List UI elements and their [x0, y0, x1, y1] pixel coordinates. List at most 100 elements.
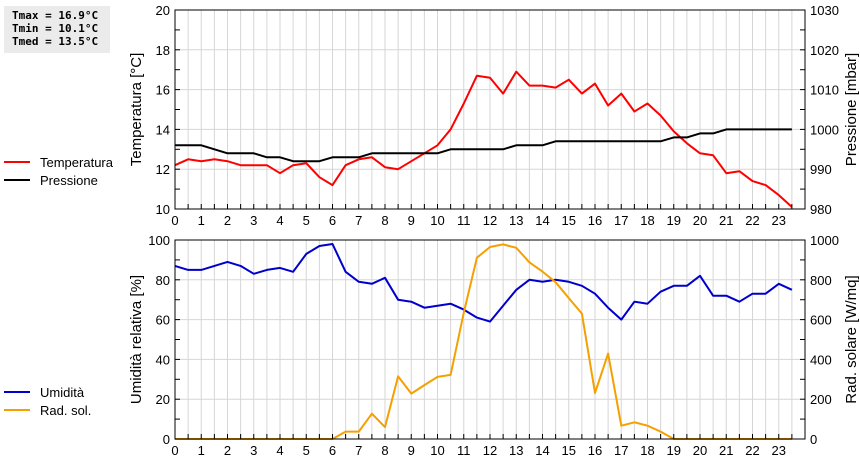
x-tick-label: 12	[483, 213, 497, 228]
x-tick-label: 11	[457, 443, 471, 458]
legend-top-chart: Temperatura Pressione	[4, 153, 113, 189]
x-tick-label: 17	[614, 213, 628, 228]
series-line-temperatura	[174, 70, 793, 208]
y-tick-label-left: 20	[156, 392, 170, 407]
x-tick-label: 14	[535, 443, 549, 458]
y-tick-label-right: 1010	[810, 83, 839, 98]
legend-label: Pressione	[40, 172, 98, 188]
x-tick-label: 13	[509, 213, 523, 228]
y-tick-label-right: 0	[810, 432, 817, 447]
legend-label: Rad. sol.	[40, 402, 92, 418]
legend-label: Temperatura	[40, 154, 113, 170]
y-tick-label-right: 800	[810, 273, 832, 288]
y-tick-label-left: 14	[156, 122, 170, 137]
legend-item-radsol: Rad. sol.	[4, 401, 91, 419]
radsol-swatch-icon	[4, 409, 30, 411]
legend-label: Umidità	[40, 384, 85, 400]
x-tick-label: 9	[408, 443, 415, 458]
temperatura-swatch-icon	[4, 161, 30, 163]
y-tick-label-right: 1000	[810, 122, 839, 137]
x-tick-label: 11	[457, 213, 471, 228]
y-tick-label-left: 0	[163, 432, 170, 447]
x-tick-label: 19	[667, 213, 681, 228]
x-tick-label: 23	[772, 443, 786, 458]
x-tick-label: 1	[198, 213, 205, 228]
x-tick-label: 2	[224, 213, 231, 228]
x-tick-label: 22	[745, 443, 759, 458]
tmin-label: Tmin = 10.1°C	[12, 22, 99, 35]
y-tick-label-right: 200	[810, 392, 832, 407]
humidity-radiation-chart: 0 1 2 3 4 5 6 7 8 9 10 11 12 13 14 15 16 17 18 19 20 21 22 2302…	[128, 233, 860, 458]
y-tick-label-left: 40	[156, 352, 170, 367]
x-tick-label: 22	[745, 213, 759, 228]
x-tick-label: 10	[430, 443, 444, 458]
y-tick-label-left: 100	[148, 233, 170, 248]
x-tick-label: 9	[408, 213, 415, 228]
y-tick-label-right: 1020	[810, 43, 839, 58]
legend-item-temperatura: Temperatura	[4, 153, 113, 171]
y-tick-label-left: 20	[156, 3, 170, 18]
y-axis-label-right: Pressione [mbar]	[843, 53, 860, 166]
y-tick-label-left: 16	[156, 83, 170, 98]
y-tick-label-left: 10	[156, 202, 170, 217]
series-line-umidit	[174, 243, 793, 323]
y-axis-label-left: Temperatura [°C]	[128, 53, 145, 167]
y-tick-label-right: 600	[810, 313, 832, 328]
x-tick-label: 21	[719, 213, 733, 228]
x-tick-label: 2	[224, 443, 231, 458]
temperature-stats-box: Tmax = 16.9°C Tmin = 10.1°C Tmed = 13.5°…	[4, 6, 110, 53]
x-tick-label: 20	[693, 213, 707, 228]
x-tick-label: 12	[483, 443, 497, 458]
x-tick-label: 15	[562, 213, 576, 228]
x-tick-label: 7	[355, 443, 362, 458]
x-tick-label: 10	[430, 213, 444, 228]
y-tick-label-right: 400	[810, 352, 832, 367]
x-tick-label: 0	[171, 443, 178, 458]
y-axis-label-right: Rad. solare [W/mq]	[843, 275, 860, 403]
x-tick-label: 20	[693, 443, 707, 458]
y-tick-label-right: 1030	[810, 3, 839, 18]
x-tick-label: 13	[509, 443, 523, 458]
x-tick-label: 23	[772, 213, 786, 228]
y-axis-label-left: Umidità relativa [%]	[128, 275, 145, 404]
x-tick-label: 4	[276, 443, 283, 458]
x-tick-label: 3	[250, 443, 257, 458]
x-tick-label: 1	[198, 443, 205, 458]
temperature-pressure-chart: 0 1 2 3 4 5 6 7 8 9 10 11 12 13 14 15 16 17 18 19 20 21 22 2310…	[128, 3, 860, 228]
x-tick-label: 18	[640, 213, 654, 228]
x-tick-label: 18	[640, 443, 654, 458]
legend-bottom-chart: Umidità Rad. sol.	[4, 383, 91, 419]
x-tick-label: 3	[250, 213, 257, 228]
x-tick-label: 0	[171, 213, 178, 228]
series-line-pressione	[175, 128, 792, 163]
y-tick-label-left: 80	[156, 273, 170, 288]
x-tick-label: 17	[614, 443, 628, 458]
x-tick-label: 8	[381, 213, 388, 228]
legend-item-pressione: Pressione	[4, 171, 113, 189]
x-tick-label: 16	[588, 443, 602, 458]
pressione-swatch-icon	[4, 179, 30, 181]
y-tick-label-right: 990	[810, 162, 832, 177]
x-tick-label: 21	[719, 443, 733, 458]
tmed-label: Tmed = 13.5°C	[12, 35, 99, 48]
tmax-label: Tmax = 16.9°C	[12, 9, 99, 22]
y-tick-label-left: 18	[156, 43, 170, 58]
x-tick-label: 15	[562, 443, 576, 458]
x-tick-label: 19	[667, 443, 681, 458]
y-tick-label-left: 12	[156, 162, 170, 177]
y-tick-label-right: 980	[810, 202, 832, 217]
x-tick-label: 5	[303, 443, 310, 458]
series-line-radsol	[175, 243, 792, 440]
x-tick-label: 14	[535, 213, 549, 228]
x-tick-label: 8	[381, 443, 388, 458]
x-tick-label: 5	[303, 213, 310, 228]
umidita-swatch-icon	[4, 391, 30, 393]
x-tick-label: 7	[355, 213, 362, 228]
x-tick-label: 6	[329, 443, 336, 458]
legend-item-umidita: Umidità	[4, 383, 91, 401]
y-tick-label-left: 60	[156, 313, 170, 328]
x-tick-label: 16	[588, 213, 602, 228]
y-tick-label-right: 1000	[810, 233, 839, 248]
x-tick-label: 6	[329, 213, 336, 228]
